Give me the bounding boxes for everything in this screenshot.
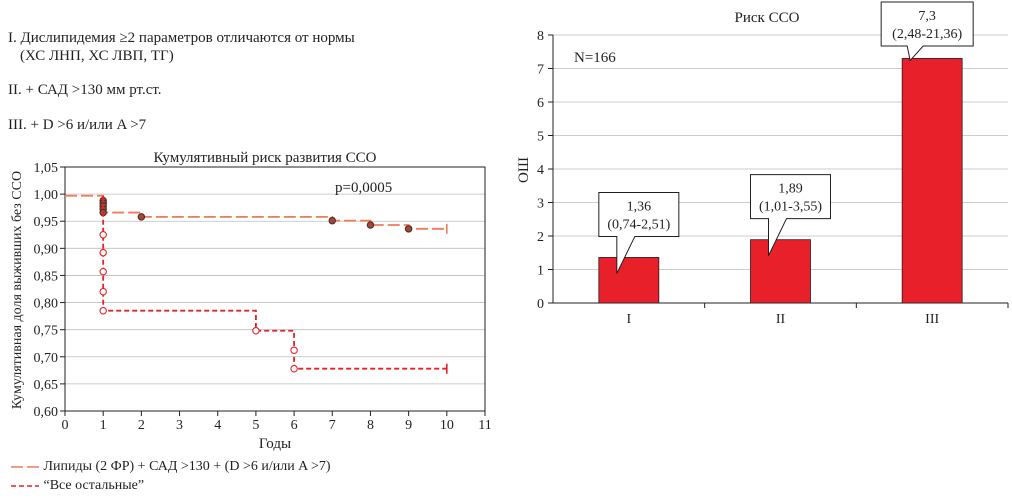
km-y-tick-label: 1,00: [34, 188, 59, 203]
km-event-marker: [328, 216, 337, 225]
km-x-tick-label: 7: [329, 418, 336, 433]
km-y-tick-label: 0,80: [34, 297, 59, 312]
bar-bars: [598, 58, 963, 304]
km-grid: [65, 166, 485, 385]
km-x-tick-label: 2: [138, 418, 145, 433]
km-x-tick-label: 4: [214, 418, 221, 433]
km-x-tick-label: 11: [478, 418, 491, 433]
legend-item-series-1: Липиды (2 ФР) + САД >130 + (D >6 и/или A…: [10, 458, 331, 476]
km-event-marker: [252, 327, 260, 335]
km-x-tick-label: 3: [176, 418, 183, 433]
criteria-line-3: III. + D >6 и/или A >7: [8, 117, 147, 133]
km-x-tick-label: 8: [367, 418, 374, 433]
bar-callout-value: 1,36: [627, 199, 652, 214]
km-chart: 0,60 0,65 0,70 0,75 0,80 0,85 0,90 0,95 1,00 1,05…: [10, 150, 492, 452]
km-y-tick-label: 1,05: [34, 161, 59, 176]
km-y-label: Кумулятивная доля выживших без ССО: [10, 171, 25, 409]
bar-y-tick-label: 7: [537, 63, 544, 78]
km-event-marker: [404, 225, 413, 233]
bar-y-tick-label: 6: [537, 96, 544, 111]
bar-II: [750, 239, 811, 304]
km-y-tick-label: 0,75: [34, 324, 59, 339]
km-title: Кумулятивный риск развития ССО: [154, 150, 377, 166]
km-y-tick-label: 0,90: [34, 242, 59, 257]
bar-callouts: 1,36 (0,74-2,51) 1,89 (1,01-3,55) 7,3 (2,48-2…: [598, 1, 974, 274]
bar-callout-I: [598, 191, 680, 274]
km-event-marker: [99, 287, 107, 296]
km-x-tick-label: 10: [440, 418, 454, 433]
bar-y-tick-label: 4: [537, 163, 544, 178]
bar-y-tick-label: 1: [537, 264, 544, 279]
km-event-marker: [99, 231, 107, 239]
km-y-tick-label: 0,85: [34, 269, 59, 284]
bar-callout-II: [750, 174, 831, 256]
km-x-tick-label: 5: [252, 418, 259, 433]
bar-callout-value: 7,3: [918, 9, 936, 24]
criteria-text: I. Дислипидемия ≥2 параметров отличаются…: [8, 30, 355, 133]
bar-y-tick-label: 0: [537, 297, 544, 312]
bar-x-tick-label: I: [626, 312, 631, 327]
bar-x-tick-label: III: [925, 312, 939, 327]
bar-I: [598, 257, 660, 304]
bar-callout-value: 1,89: [778, 182, 803, 197]
bar-annotation: N=166: [574, 50, 616, 66]
legend-swatch-short-dash: [11, 484, 39, 487]
km-y-tick-label: 0,60: [34, 405, 59, 420]
km-y-tick-label: 0,65: [34, 378, 59, 393]
km-event-marker: [290, 364, 298, 373]
km-y-tick-label: 0,95: [34, 215, 59, 230]
bar-callout-ci: (0,74-2,51): [607, 217, 670, 232]
legend-label-series-1: Липиды (2 ФР) + САД >130 + (D >6 и/или A…: [43, 459, 331, 474]
km-event-marker: [366, 221, 375, 229]
km-event-marker: [99, 248, 107, 257]
km-x-tick-label: 6: [291, 418, 298, 433]
bar-y-tick-label: 5: [537, 130, 544, 145]
legend-item-series-2: “Все остальные”: [10, 477, 144, 495]
bar-title: Риск ССО: [735, 10, 800, 26]
legend-label-series-2: “Все остальные”: [43, 478, 145, 493]
km-annotation: p=0,0005: [335, 180, 392, 196]
criteria-line-1a: I. Дислипидемия ≥2 параметров отличаются…: [8, 30, 355, 46]
km-event-marker: [137, 213, 146, 221]
bar-y-tick-label: 8: [537, 29, 544, 44]
km-series: [65, 194, 448, 374]
km-y-tick-label: 0,70: [34, 351, 59, 366]
km-x-tick-label: 0: [62, 418, 69, 433]
km-plot-frame: [64, 166, 486, 412]
bar-x-tick-label: II: [776, 312, 786, 327]
bar-y-tick-label: 2: [537, 230, 544, 245]
legend-swatch-long-dash: [11, 465, 39, 468]
bar-callout-III: [880, 1, 974, 62]
km-axes: 0,60 0,65 0,70 0,75 0,80 0,85 0,90 0,95 1,00 1,05…: [34, 161, 492, 433]
bar-y-label: ОШ: [516, 157, 532, 183]
km-x-tick-label: 1: [100, 418, 107, 433]
bar-callout-ci: (1,01-3,55): [759, 200, 822, 215]
km-event-marker: [99, 267, 107, 276]
bar-callout-ci: (2,48-21,36): [892, 27, 962, 42]
criteria-line-2: II. + САД >130 мм рт.ст.: [8, 82, 162, 98]
km-x-label: Годы: [259, 436, 291, 452]
bar-III: [901, 58, 963, 304]
bar-y-tick-label: 3: [537, 197, 544, 212]
criteria-line-1b: (ХС ЛНП, ХС ЛВП, ТГ): [20, 48, 174, 64]
km-event-marker: [290, 346, 298, 355]
km-event-marker: [99, 306, 107, 315]
km-x-tick-label: 9: [405, 418, 412, 433]
